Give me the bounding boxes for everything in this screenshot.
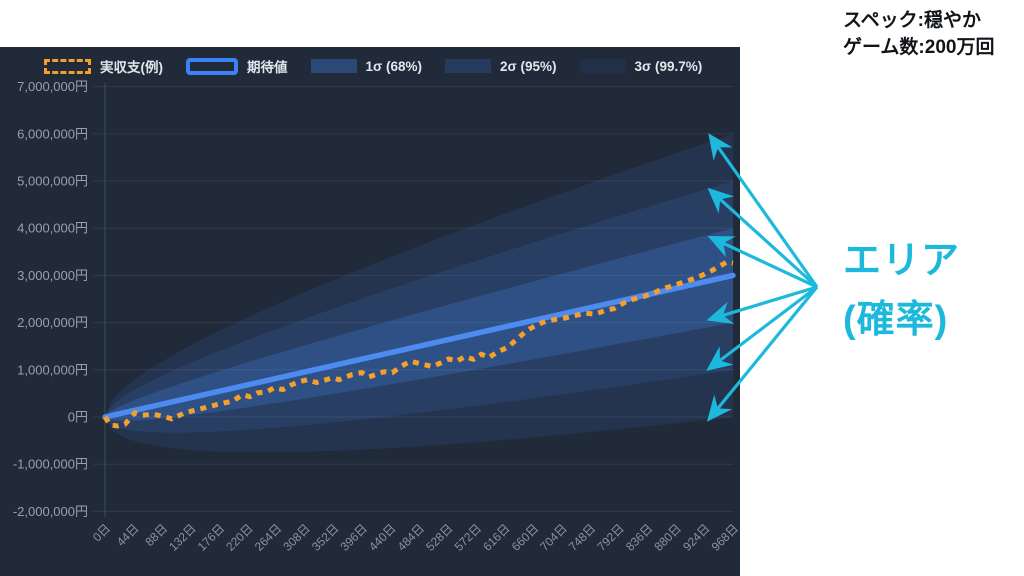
profit-simulation-chart: 7,000,000円 6,000,000円 5,000,000円 4,000,000円…	[13, 79, 740, 554]
x-tick-label: 616日	[480, 521, 513, 554]
x-tick-label: 880日	[651, 521, 684, 554]
chart-legend: 実収支(例) 期待値 1σ (68%) 2σ (95%) 3σ (99.7%)	[44, 56, 725, 76]
legend-label-sigma3: 3σ (99.7%)	[634, 58, 703, 74]
legend-item-sigma2: 2σ (95%)	[445, 59, 557, 74]
legend-label-sigma1: 1σ (68%)	[365, 58, 423, 74]
x-tick-label: 264日	[252, 521, 285, 554]
x-tick-label: 484日	[395, 521, 428, 554]
spec-line: スペック:穏やか	[843, 10, 981, 31]
x-tick-label: 396日	[337, 521, 370, 554]
legend-swatch-sigma1	[310, 59, 357, 73]
x-tick-label: 220日	[223, 521, 256, 554]
x-tick-label: 704日	[537, 521, 570, 554]
y-tick-label: 4,000,000円	[17, 221, 88, 236]
x-tick-label: 792日	[594, 521, 627, 554]
legend-swatch-sigma2	[445, 59, 492, 73]
chart-panel: 実収支(例) 期待値 1σ (68%) 2σ (95%) 3σ (99.7%) 7,00…	[0, 47, 740, 576]
y-tick-label: -1,000,000円	[13, 457, 88, 472]
y-tick-label: -2,000,000円	[13, 504, 88, 519]
x-tick-label: 528日	[423, 521, 456, 554]
legend-item-actual: 実収支(例)	[44, 56, 163, 76]
legend-swatch-expected	[186, 57, 238, 75]
y-tick-label: 6,000,000円	[17, 126, 88, 141]
y-tick-label: 2,000,000円	[17, 315, 88, 330]
legend-label-sigma2: 2σ (95%)	[500, 58, 557, 74]
y-tick-label: 7,000,000円	[17, 79, 88, 94]
x-tick-label: 572日	[452, 521, 485, 554]
x-tick-label: 968日	[709, 521, 740, 554]
game-count-line: ゲーム数:200万回	[843, 36, 995, 58]
y-tick-label: 1,000,000円	[17, 362, 88, 377]
y-tick-label: 5,000,000円	[17, 174, 88, 189]
x-tick-label: 660日	[509, 521, 542, 554]
legend-swatch-sigma3	[579, 59, 626, 73]
sigma-band-1	[105, 228, 733, 421]
legend-label-expected: 期待値	[247, 60, 288, 75]
x-tick-label: 132日	[166, 521, 199, 554]
y-tick-label: 3,000,000円	[17, 268, 88, 283]
legend-swatch-actual	[44, 58, 91, 74]
x-tick-label: 176日	[195, 521, 228, 554]
expected-value-line	[102, 272, 736, 420]
legend-item-sigma3: 3σ (99.7%)	[579, 58, 703, 74]
legend-label-actual: 実収支(例)	[100, 60, 163, 75]
y-tick-label: 0円	[68, 410, 88, 425]
x-tick-label: 0日	[90, 521, 113, 544]
x-tick-label: 352日	[309, 521, 342, 554]
legend-item-expected: 期待値	[186, 56, 288, 76]
x-tick-label: 748日	[566, 521, 599, 554]
spec-note: スペック:穏やか ゲーム数:200万回	[843, 8, 994, 62]
actual-balance-line	[102, 259, 734, 429]
x-tick-label: 836日	[623, 521, 656, 554]
x-tick-label: 440日	[366, 521, 399, 554]
area-label-line2: (確率)	[843, 298, 949, 341]
area-label-line1: エリア	[843, 240, 961, 282]
x-tick-label: 308日	[280, 521, 313, 554]
area-probability-label: エリア (確率)	[843, 232, 960, 350]
x-tick-label: 44日	[114, 521, 142, 549]
legend-item-sigma1: 1σ (68%)	[310, 58, 423, 74]
x-tick-label: 924日	[680, 521, 713, 554]
